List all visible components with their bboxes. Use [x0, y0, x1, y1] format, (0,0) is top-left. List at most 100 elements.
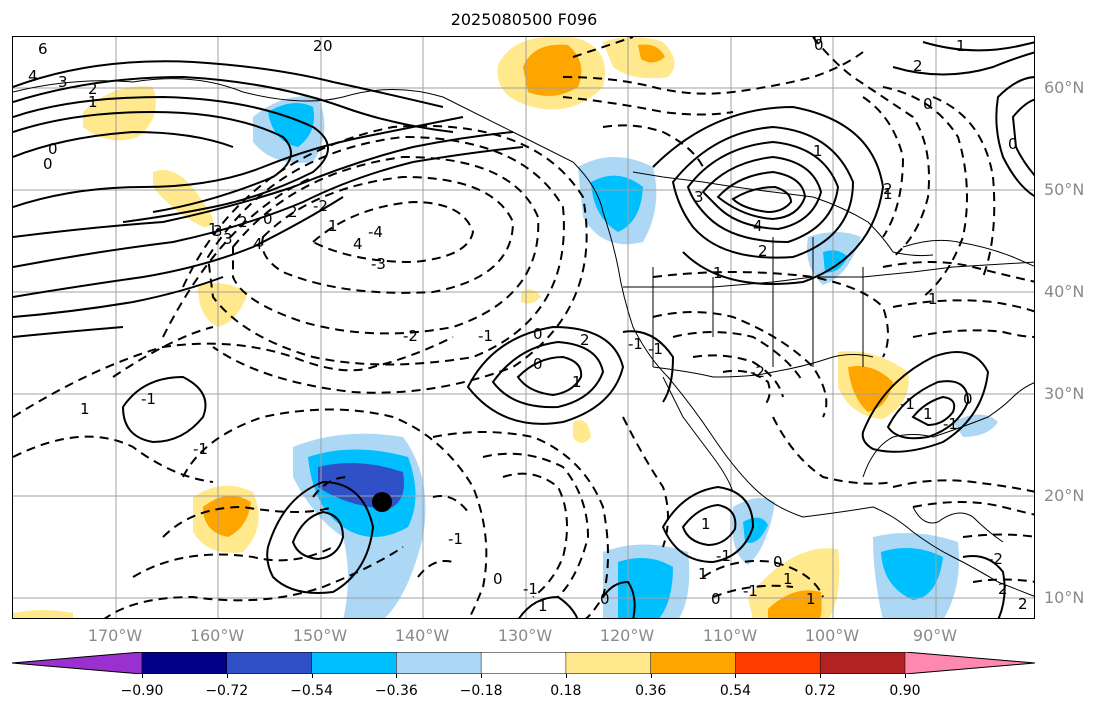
colorbar-tick: [396, 674, 398, 678]
contour-label: 0: [711, 590, 721, 608]
contour-label: 1: [701, 515, 711, 533]
contour-label: -3: [371, 255, 386, 273]
contour-label: 2: [580, 331, 590, 349]
contour-label: -1: [523, 580, 538, 598]
colorbar-tick: [735, 674, 737, 678]
contour-label: 1: [928, 290, 938, 308]
contour-label: -1: [448, 530, 463, 548]
contour-label: 1: [783, 570, 793, 588]
colorbar-segment: [141, 652, 228, 674]
colorbar-tick: [311, 674, 313, 678]
contour-label: 2: [1018, 595, 1028, 613]
contour-label: 0: [963, 390, 973, 408]
colorbar-tick-label: 0.54: [719, 683, 752, 699]
contour-label: 4: [353, 235, 363, 253]
map-title: 2025080500 F096: [450, 10, 598, 29]
contour-label: -1: [141, 390, 156, 408]
lon-label-120w: 120°W: [599, 626, 655, 645]
contour-label: 0: [48, 140, 58, 158]
contour-label: 3: [694, 188, 704, 206]
contour-label: -1: [716, 547, 731, 565]
contour-label: 1: [80, 400, 90, 418]
contour-label: -1: [943, 415, 958, 433]
contour-label: 2: [238, 213, 248, 231]
colorbar-segment: [819, 652, 906, 674]
contour-label: 2: [758, 242, 768, 260]
contour-label: 1: [328, 217, 338, 235]
lon-label-150w: 150°W: [292, 626, 348, 645]
colorbar-tick-label: 0.36: [635, 683, 667, 699]
fill-negative: [953, 414, 998, 437]
contour-label: 0: [923, 95, 933, 113]
contour-label: -1: [193, 440, 208, 458]
colorbar: [12, 652, 1035, 674]
contour-label: -2: [313, 197, 328, 215]
contour-label: 0: [814, 37, 824, 54]
colorbar-segment: [735, 652, 821, 674]
colorbar-segment: [480, 652, 567, 674]
lat-label-40n: 40°N: [1044, 282, 1085, 301]
contour-label: 0: [323, 37, 333, 55]
lon-label-130w: 130°W: [497, 626, 553, 645]
contour-label: 2: [998, 580, 1008, 598]
contour-label: 0: [813, 37, 823, 48]
contour-label: 2: [883, 180, 893, 198]
colorbar-tick: [650, 674, 652, 678]
colorbar-segment: [904, 652, 1035, 674]
contour-label: 1: [883, 185, 893, 203]
contour-label: -1: [743, 582, 758, 600]
fill-positive-core: [848, 366, 893, 412]
lon-label-170w: 170°W: [87, 626, 143, 645]
contour-label: 1: [956, 37, 966, 55]
colorbar-segment: [565, 652, 652, 674]
contour-label: 4: [28, 67, 38, 85]
fill-negative-core: [881, 548, 943, 600]
contour-label: 0: [533, 355, 543, 373]
contour-label: 2: [288, 203, 298, 221]
lon-label-100w: 100°W: [804, 626, 860, 645]
contour-label: -1: [648, 340, 663, 358]
contour-label: 2: [913, 57, 923, 75]
lat-label-30n: 30°N: [1044, 384, 1085, 403]
colorbar-tick: [142, 674, 143, 678]
contour-label: 1: [806, 590, 816, 608]
colorbar-tick-label: −0.90: [120, 683, 164, 699]
colorbar-tick-label: 0.90: [889, 683, 921, 699]
colorbar-tick-label: −0.54: [290, 683, 333, 699]
contour-label: 2: [313, 37, 323, 55]
contour-label: 1: [208, 220, 218, 238]
contour-label: 0: [43, 155, 53, 173]
colorbar-segments: [12, 652, 1035, 674]
fill-positive-core: [523, 44, 582, 96]
contour-label: 6: [38, 40, 48, 58]
contour-label: 1: [813, 142, 823, 160]
contour-label: -2: [403, 327, 418, 345]
lat-label-10n: 10°N: [1044, 588, 1085, 607]
contour-label: 1: [923, 405, 933, 423]
colorbar-tick-label: −0.18: [459, 683, 503, 699]
fill-positive: [153, 170, 213, 227]
contour-label: 1: [572, 373, 582, 391]
contour-label: 1: [713, 264, 723, 282]
contour-label: -1: [478, 327, 493, 345]
contour-label: 4: [253, 235, 263, 253]
contour-label: 0: [493, 570, 503, 588]
colorbar-tick-label: 0.18: [550, 683, 582, 699]
contour-label: 0: [600, 590, 610, 608]
colorbar-segment: [311, 652, 398, 674]
map-frame: 6 4 3 2 1 0 0 2 0 3 2 4 0 2 1 3 4 1 2 1 0 0 2 1 0 1 0 -4 -3 -2 -1 2 1 -2 1…: [12, 36, 1035, 619]
dashed-contours: [13, 37, 1034, 618]
colorbar-segment: [12, 652, 143, 674]
lat-label-20n: 20°N: [1044, 486, 1085, 505]
contour-label: 1: [88, 93, 98, 111]
contour-label: -1: [628, 335, 643, 353]
colorbar-tick-label: 0.72: [804, 683, 836, 699]
fill-positive: [603, 37, 675, 79]
graticule: [13, 37, 1034, 618]
fill-positive: [13, 610, 73, 618]
contour-label: -4: [368, 223, 383, 241]
fill-positive: [198, 283, 248, 327]
contour-label: 2: [88, 80, 98, 98]
